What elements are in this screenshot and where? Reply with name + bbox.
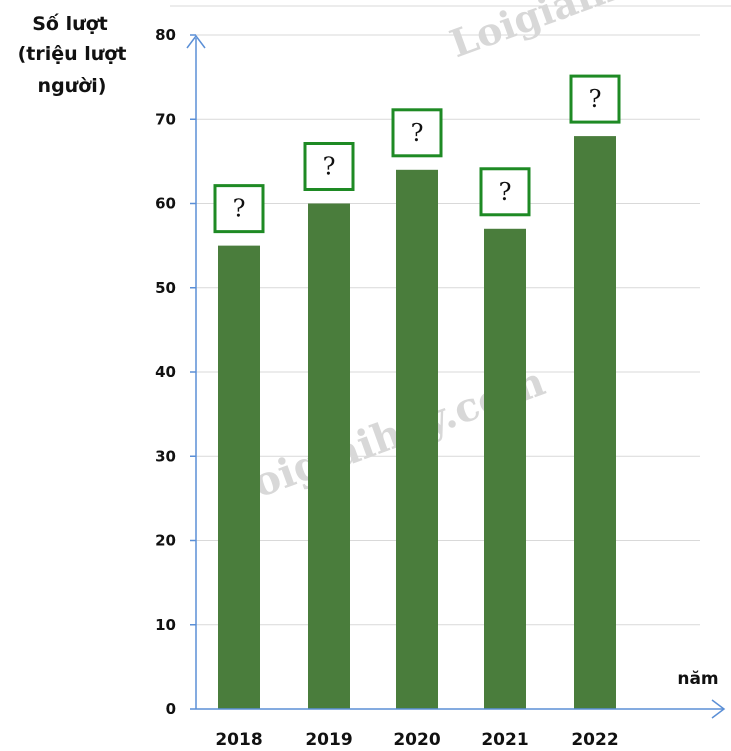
value-label-box [303,142,355,191]
bar-2020 [396,169,438,710]
bars [218,136,616,710]
watermark-top: Loigiaihay [444,0,668,66]
x-tick-label: 2020 [393,730,440,750]
x-axis-title: năm [677,669,718,689]
x-tick-label: 2021 [481,730,528,750]
x-tick-labels: 2018 2019 2020 2021 2022 [215,730,618,750]
bar-2021 [484,228,526,709]
y-tick-label: 10 [155,616,176,634]
data-label: ? [411,119,424,147]
data-label: ? [323,153,336,181]
y-tick-labels: 0 10 20 30 40 50 60 70 80 [155,26,176,718]
y-axis-title: Số lượt (triệu lượt người) [18,12,127,97]
data-label: ? [499,178,512,206]
y-tick-label: 0 [166,700,176,718]
x-tick-label: 2019 [305,730,352,750]
value-label-box [391,108,443,158]
y-axis-title-line: (triệu lượt [18,43,127,65]
y-tick-label: 50 [155,279,176,297]
value-label-box [479,167,531,217]
y-axis-title-line: người) [38,75,107,97]
y-tick-label: 40 [155,363,176,381]
bar-2018 [218,245,260,709]
y-tick-label: 80 [155,26,176,44]
y-tick-label: 30 [155,447,176,465]
x-axis-arrow [711,699,726,719]
y-tick-label: 20 [155,532,176,550]
y-tick-label: 70 [155,110,176,128]
y-tick-label: 60 [155,195,176,213]
bar-2022 [574,136,616,710]
data-label: ? [589,85,602,113]
value-labels: ????? [213,74,621,234]
x-tick-label: 2018 [215,730,262,750]
value-label-box [213,184,265,234]
x-tick-label: 2022 [571,730,618,750]
axes [186,34,726,719]
y-axis-title-line: Số lượt [32,12,108,35]
bar-2019 [308,203,350,709]
y-axis-arrow [186,34,206,49]
data-label: ? [233,195,246,223]
value-label-box [569,74,621,124]
